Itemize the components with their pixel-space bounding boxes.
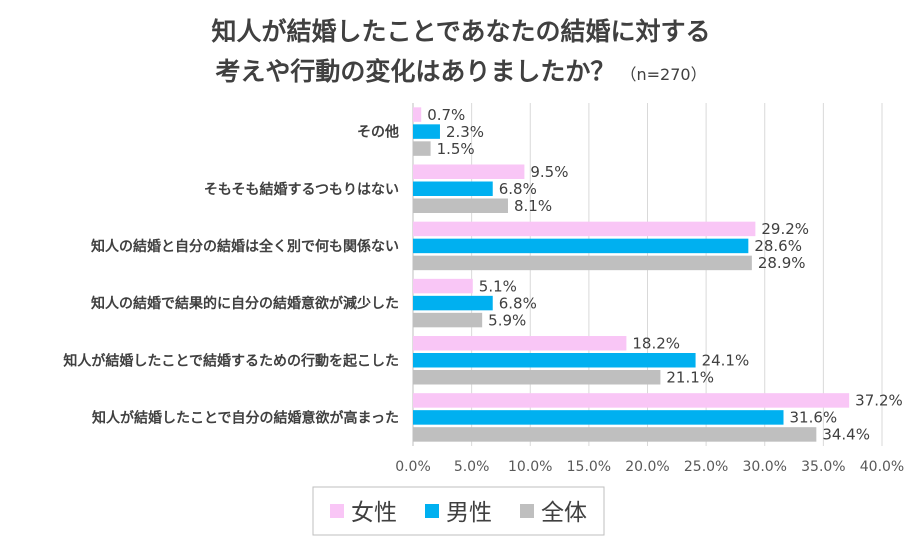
bar: [413, 198, 508, 213]
chart-title-line1: 知人が結婚したことであなたの結婚に対する: [211, 17, 710, 46]
bar: [413, 238, 749, 254]
bar: [413, 336, 627, 351]
legend-swatch: [425, 504, 439, 518]
x-tick-label: 10.0%: [508, 459, 552, 475]
bar: [413, 393, 850, 408]
data-label: 9.5%: [530, 163, 568, 181]
chart-title-line2: 考えや行動の変化はありましたか？ （n=270）: [215, 57, 706, 86]
data-label: 21.1%: [666, 369, 714, 387]
x-tick-label: 40.0%: [860, 459, 904, 475]
bar: [413, 312, 483, 328]
bar: [413, 164, 525, 179]
legend-label: 女性: [351, 500, 397, 526]
data-label: 2.3%: [446, 123, 484, 141]
bar: [413, 141, 431, 156]
chart-title-main: 考えや行動の変化はありましたか？: [215, 57, 615, 86]
bar: [413, 295, 493, 311]
bar: [413, 278, 473, 294]
data-label: 34.4%: [822, 426, 870, 444]
x-tick-label: 25.0%: [684, 459, 728, 475]
chart-title-note: （n=270）: [621, 65, 707, 84]
bar: [413, 221, 756, 237]
data-label: 37.2%: [855, 392, 903, 410]
data-label: 6.8%: [499, 294, 537, 312]
data-label: 24.1%: [702, 352, 750, 370]
data-label: 0.7%: [427, 106, 465, 124]
category-label: そもそも結婚するつもりはない: [204, 181, 399, 198]
bar: [413, 410, 784, 425]
x-tick-label: 0.0%: [395, 459, 431, 475]
data-label: 28.6%: [754, 237, 802, 255]
legend-label: 男性: [446, 500, 492, 526]
data-label: 8.1%: [514, 197, 552, 215]
x-tick-label: 5.0%: [454, 459, 490, 475]
x-tick-label: 15.0%: [567, 459, 611, 475]
x-tick-label: 20.0%: [625, 459, 669, 475]
data-label: 18.2%: [632, 335, 680, 353]
legend-label: 全体: [541, 500, 587, 526]
category-label: 知人が結婚したことで結婚するための行動を起こした: [63, 352, 399, 369]
category-label: 知人が結婚したことで自分の結婚意欲が高まった: [92, 409, 399, 426]
category-label: 知人の結婚で結果的に自分の結婚意欲が減少した: [91, 295, 399, 312]
legend-box: [312, 486, 605, 536]
data-label: 1.5%: [437, 140, 475, 158]
x-tick-label: 35.0%: [801, 459, 845, 475]
data-label: 5.1%: [479, 277, 517, 295]
bar: [413, 427, 817, 442]
legend-swatch: [520, 504, 534, 518]
data-label: 31.6%: [790, 409, 838, 427]
x-tick-labels: 0.0% 5.0% 10.0% 15.0% 20.0% 25.0% 30.0% 35.0% 40…: [395, 459, 904, 475]
legend-swatch: [330, 504, 344, 518]
bars: [413, 107, 850, 442]
category-labels: その他そもそも結婚するつもりはない知人の結婚と自分の結婚は全く別で何も関係ない知…: [63, 124, 399, 427]
data-label: 6.8%: [499, 180, 537, 198]
bar: [413, 124, 440, 139]
category-label: 知人の結婚と自分の結婚は全く別で何も関係ない: [91, 238, 399, 255]
bar: [413, 370, 661, 385]
x-tick-label: 30.0%: [743, 459, 787, 475]
legend: 女性 男性 全体: [312, 486, 605, 536]
category-label: その他: [357, 124, 399, 141]
gridlines: [412, 103, 883, 446]
data-label: 5.9%: [488, 311, 526, 329]
data-label: 28.9%: [758, 254, 806, 272]
bar: [413, 353, 696, 368]
bar: [413, 255, 752, 271]
bar: [413, 107, 422, 122]
data-label: 29.2%: [761, 220, 809, 238]
value-labels: 0.7%2.3%1.5%9.5%6.8%8.1%29.2%28.6%28.9%5…: [427, 106, 903, 444]
bar: [413, 181, 493, 196]
